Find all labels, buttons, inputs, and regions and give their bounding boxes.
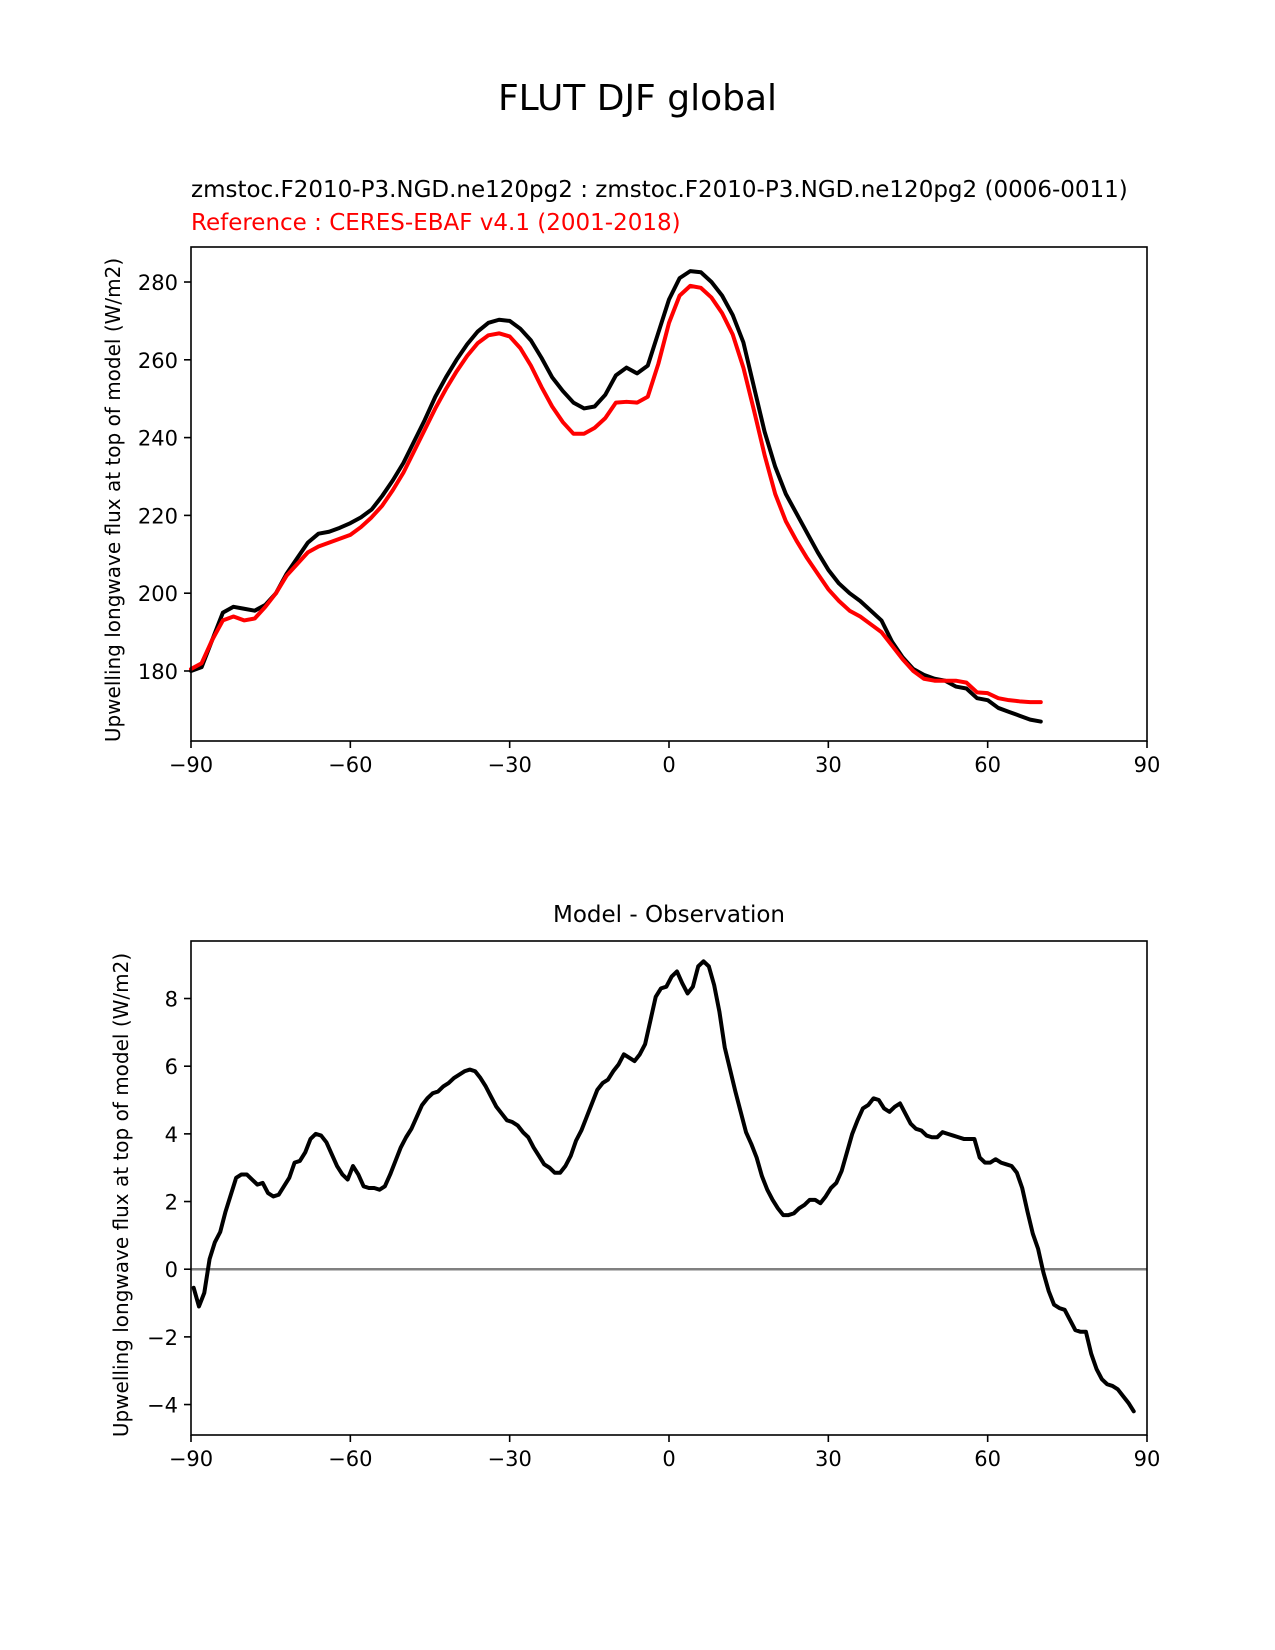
figure-title: FLUT DJF global <box>498 78 777 119</box>
top-y-tick-label: 240 <box>138 427 178 451</box>
top-panel-ylabel: Upwelling longwave flux at top of model … <box>101 258 125 742</box>
top-x-tick-label: 90 <box>1134 753 1161 777</box>
top-y-tick-label: 260 <box>138 349 178 373</box>
bottom-panel: Model - Observation Upwelling longwave f… <box>109 902 1160 1471</box>
bottom-x-tick-label: 90 <box>1134 1447 1161 1471</box>
top-x-tick-label: −60 <box>328 753 372 777</box>
top-panel: zmstoc.F2010-P3.NGD.ne120pg2 : zmstoc.F2… <box>101 177 1160 777</box>
bottom-y-tick-label: −4 <box>147 1394 178 1418</box>
bottom-plot-area: −90 −60 −30 0 30 60 90 −4 −2 0 2 4 6 8 <box>147 940 1161 1471</box>
bottom-x-tick-label: −90 <box>169 1447 213 1471</box>
top-panel-subtitle: Reference : CERES-EBAF v4.1 (2001-2018) <box>191 210 681 236</box>
top-x-tick-label: 30 <box>815 753 842 777</box>
top-y-tick-label: 220 <box>138 504 178 528</box>
bottom-x-tick-label: 60 <box>974 1447 1001 1471</box>
top-y-tick-label: 280 <box>138 271 178 295</box>
top-y-tick-label: 200 <box>138 582 178 606</box>
bottom-series-line-0 <box>191 959 1136 1414</box>
bottom-y-tick-label: 4 <box>165 1123 178 1147</box>
top-y-tick-label: 180 <box>138 660 178 684</box>
top-panel-title: zmstoc.F2010-P3.NGD.ne120pg2 : zmstoc.F2… <box>191 177 1128 203</box>
top-series-line-1 <box>189 283 1043 705</box>
bottom-x-tick-label: −60 <box>328 1447 372 1471</box>
bottom-y-tick-label: 2 <box>165 1191 178 1215</box>
bottom-y-tick-label: −2 <box>147 1326 178 1350</box>
bottom-panel-title: Model - Observation <box>553 902 785 928</box>
bottom-y-tick-label: 8 <box>165 988 178 1012</box>
bottom-panel-ylabel: Upwelling longwave flux at top of model … <box>109 953 133 1437</box>
bottom-x-tick-label: 30 <box>815 1447 842 1471</box>
bottom-y-tick-label: 6 <box>165 1055 178 1079</box>
top-x-tick-label: −30 <box>488 753 532 777</box>
bottom-y-tick-label: 0 <box>165 1258 178 1282</box>
top-x-tick-label: 60 <box>974 753 1001 777</box>
top-x-tick-label: −90 <box>169 753 213 777</box>
top-plot-area: −90 −60 −30 0 30 60 90 180 200 220 240 260 280 <box>138 246 1161 777</box>
bottom-x-tick-label: −30 <box>488 1447 532 1471</box>
top-x-tick-label: 0 <box>662 753 675 777</box>
bottom-x-tick-label: 0 <box>662 1447 675 1471</box>
